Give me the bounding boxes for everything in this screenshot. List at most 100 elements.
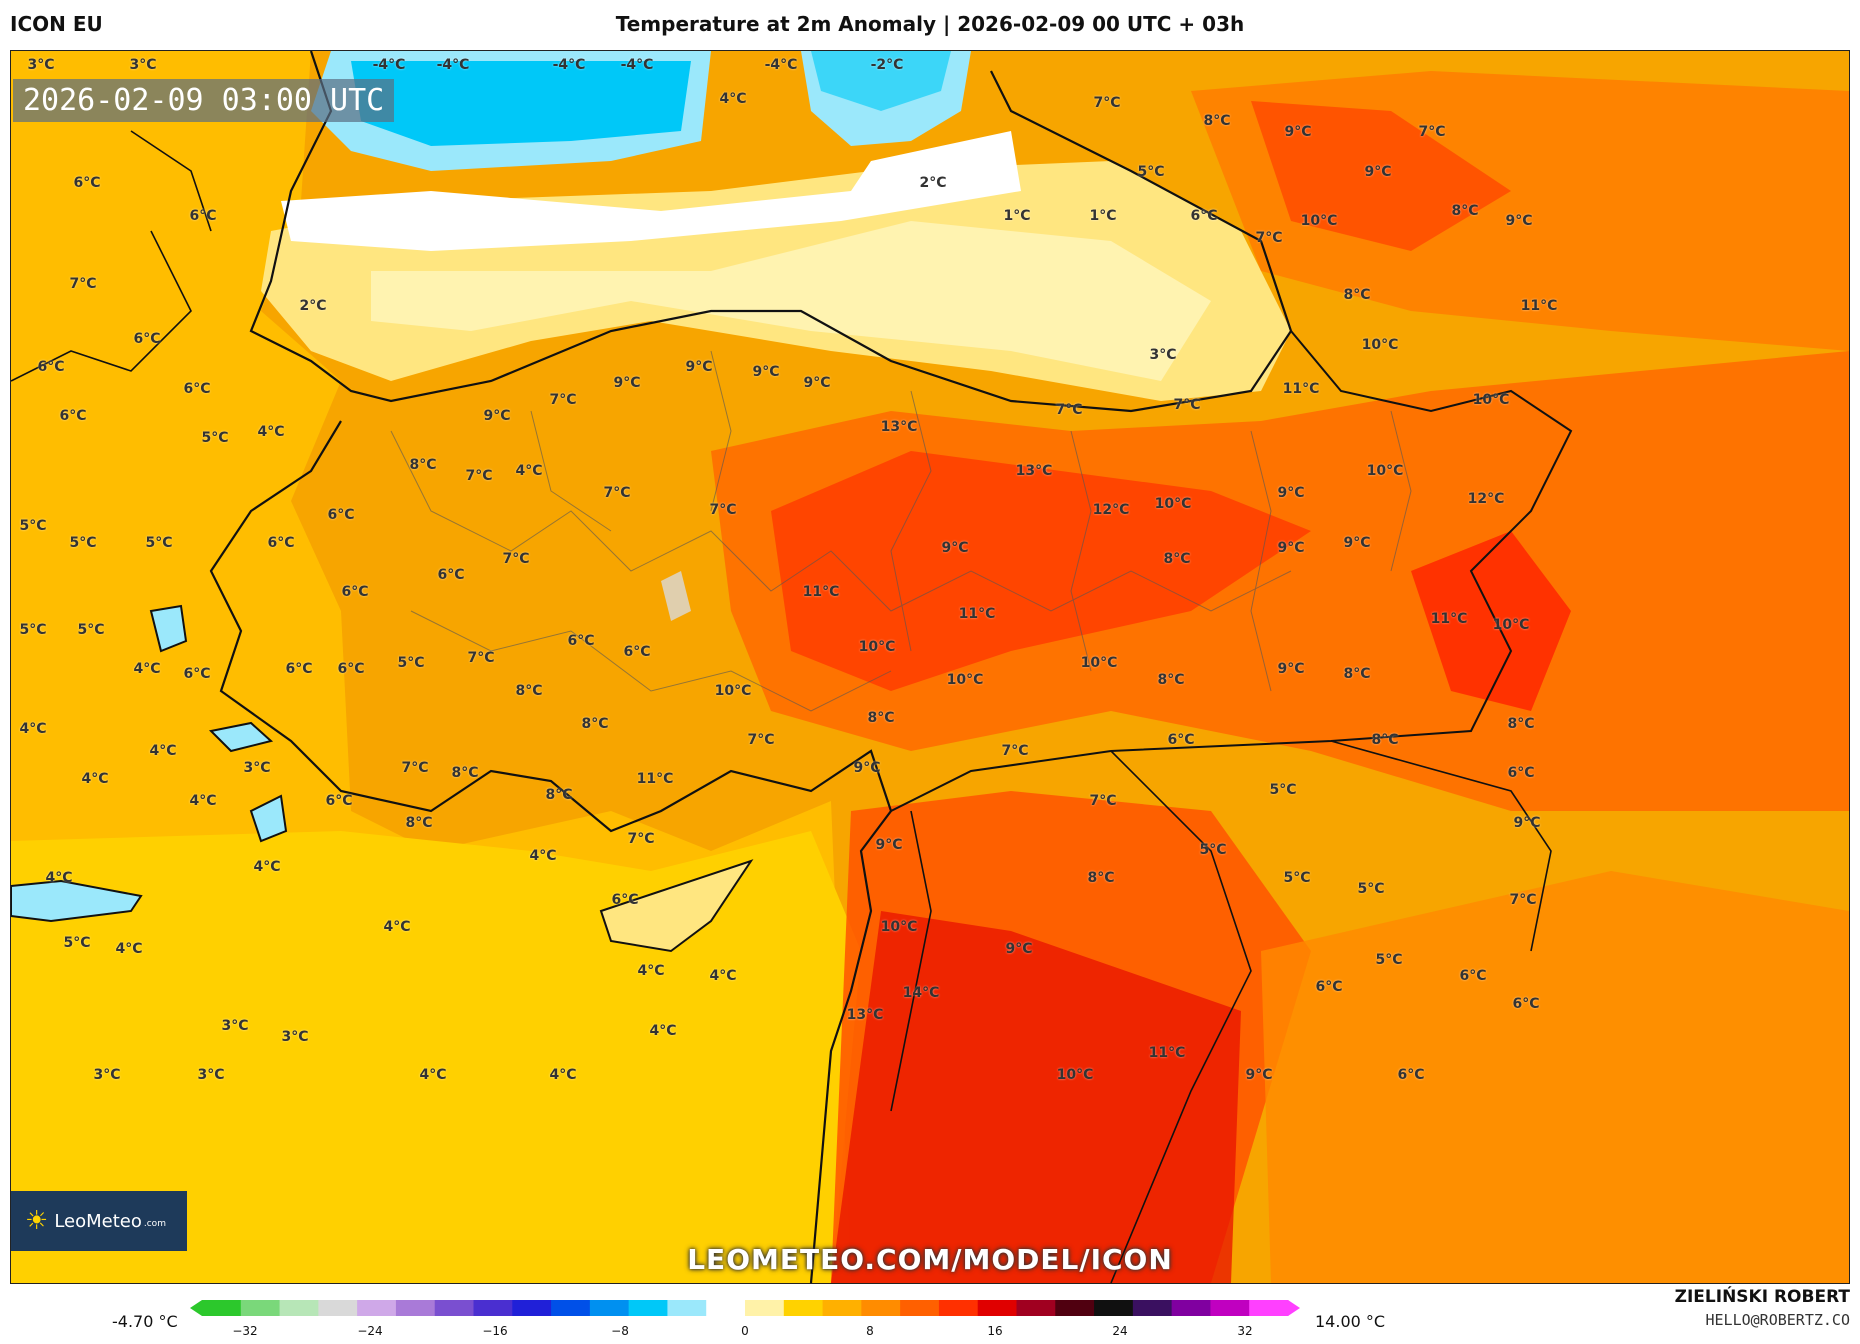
map-area[interactable]: -4°C -4°C -4°C -4°C -4°C -2°C 3°C 3°C 4°C 7°C 8°C 9… <box>10 50 1850 1284</box>
temperature-label: 8°C <box>1087 870 1115 886</box>
temperature-label: 10°C <box>1492 617 1530 633</box>
temperature-label: 11°C <box>1520 298 1558 314</box>
temperature-label: 6°C <box>183 381 211 397</box>
scale-tick-label: −32 <box>232 1324 258 1338</box>
temperature-label: 8°C <box>1371 732 1399 748</box>
temperature-label: 9°C <box>1005 941 1033 957</box>
temperature-label: 7°C <box>1055 402 1083 418</box>
temperature-label: 7°C <box>1255 230 1283 246</box>
temperature-label: 8°C <box>1451 203 1479 219</box>
temperature-label: 12°C <box>1092 502 1130 518</box>
temperature-label: -4°C <box>620 57 654 73</box>
temperature-label: 10°C <box>1080 655 1118 671</box>
temperature-label: 11°C <box>802 584 840 600</box>
temperature-label: 3°C <box>93 1067 121 1083</box>
temperature-label: 6°C <box>183 666 211 682</box>
temperature-label: 5°C <box>19 518 47 534</box>
temperature-label: 10°C <box>1154 496 1192 512</box>
temperature-label: 6°C <box>1459 968 1487 984</box>
temperature-label: 7°C <box>1093 95 1121 111</box>
author-email[interactable]: HELLO@ROBERTZ.CO <box>1705 1311 1851 1329</box>
temperature-label: 6°C <box>325 793 353 809</box>
author-name: ZIELIŃSKI ROBERT <box>1674 1287 1850 1307</box>
temperature-label: 10°C <box>880 919 918 935</box>
temperature-label: 7°C <box>549 392 577 408</box>
scale-cell <box>706 1300 746 1316</box>
temperature-label: 7°C <box>1418 124 1446 140</box>
temperature-label: 5°C <box>77 622 105 638</box>
temperature-label: 11°C <box>1148 1045 1186 1061</box>
scale-cell <box>745 1300 785 1316</box>
temperature-label: 6°C <box>623 644 651 660</box>
temperature-label: 9°C <box>483 408 511 424</box>
scale-right-arrow <box>1288 1300 1300 1316</box>
scale-cell <box>628 1300 668 1316</box>
scale-tick-label: 0 <box>741 1324 749 1338</box>
scale-tick-label: 32 <box>1237 1324 1253 1338</box>
temperature-label: 4°C <box>253 859 281 875</box>
logo-brand: LeoMeteo <box>54 1210 142 1232</box>
temperature-label: 11°C <box>1282 381 1320 397</box>
temperature-label: 8°C <box>515 683 543 699</box>
leometeo-logo[interactable]: ☀ LeoMeteo .com <box>11 1191 187 1251</box>
temperature-label: -2°C <box>870 57 904 73</box>
scale-tick-label: −16 <box>482 1324 508 1338</box>
sun-icon: ☀ <box>25 1206 49 1236</box>
map-background <box>11 51 1849 1283</box>
scale-tick-label: −24 <box>357 1324 383 1338</box>
temperature-label: 4°C <box>19 721 47 737</box>
temperature-label: 9°C <box>685 359 713 375</box>
scale-cell <box>551 1300 591 1316</box>
temperature-label: 4°C <box>383 919 411 935</box>
temperature-label: 9°C <box>875 837 903 853</box>
scale-cell <box>202 1300 242 1316</box>
temperature-label: 9°C <box>941 540 969 556</box>
temperature-label: 8°C <box>1343 666 1371 682</box>
temperature-label: 7°C <box>467 650 495 666</box>
temperature-label: 2°C <box>299 298 327 314</box>
temperature-label: 6°C <box>189 208 217 224</box>
temperature-label: 6°C <box>1315 979 1343 995</box>
scale-cell <box>512 1300 552 1316</box>
temperature-label: 6°C <box>1167 732 1195 748</box>
scale-tick-label: 24 <box>1112 1324 1128 1338</box>
temperature-label: 9°C <box>1277 485 1305 501</box>
temperature-label: 3°C <box>221 1018 249 1034</box>
temperature-label: 6°C <box>59 408 87 424</box>
color-scale-bar <box>190 1300 1300 1316</box>
scale-cell <box>1249 1300 1289 1316</box>
scale-cell <box>318 1300 358 1316</box>
temperature-label: 7°C <box>502 551 530 567</box>
temperature-label: 14°C <box>902 985 940 1001</box>
temperature-label: 5°C <box>145 535 173 551</box>
temperature-label: 6°C <box>73 175 101 191</box>
temperature-label: 8°C <box>409 457 437 473</box>
temperature-label: 10°C <box>858 639 896 655</box>
scale-cell <box>395 1300 436 1316</box>
scale-cell <box>240 1300 281 1316</box>
temperature-label: -4°C <box>436 57 470 73</box>
scale-cell <box>1210 1300 1250 1316</box>
scale-cell <box>357 1300 397 1316</box>
temperature-label: 5°C <box>1269 782 1297 798</box>
temperature-label: 6°C <box>1507 765 1535 781</box>
temperature-label: 11°C <box>958 606 996 622</box>
temperature-label: 8°C <box>545 787 573 803</box>
temperature-label: 10°C <box>1366 463 1404 479</box>
temperature-label: 6°C <box>37 359 65 375</box>
scale-tick-label: −8 <box>611 1324 629 1338</box>
scale-cell <box>1171 1300 1211 1316</box>
temperature-label: 9°C <box>613 375 641 391</box>
scale-ticks: −32 −24 −16 −8 0 8 16 24 32 <box>0 1324 1860 1344</box>
temperature-label: 6°C <box>337 661 365 677</box>
temperature-label: 4°C <box>529 848 557 864</box>
temperature-label: 4°C <box>189 793 217 809</box>
temperature-label: 11°C <box>1430 611 1468 627</box>
temperature-label: 7°C <box>69 276 97 292</box>
temperature-label: 4°C <box>45 870 73 886</box>
temperature-label: 5°C <box>1137 164 1165 180</box>
temperature-label: 7°C <box>747 732 775 748</box>
temperature-label: 3°C <box>281 1029 309 1045</box>
scale-left-arrow <box>190 1300 202 1316</box>
temperature-label: 8°C <box>1343 287 1371 303</box>
